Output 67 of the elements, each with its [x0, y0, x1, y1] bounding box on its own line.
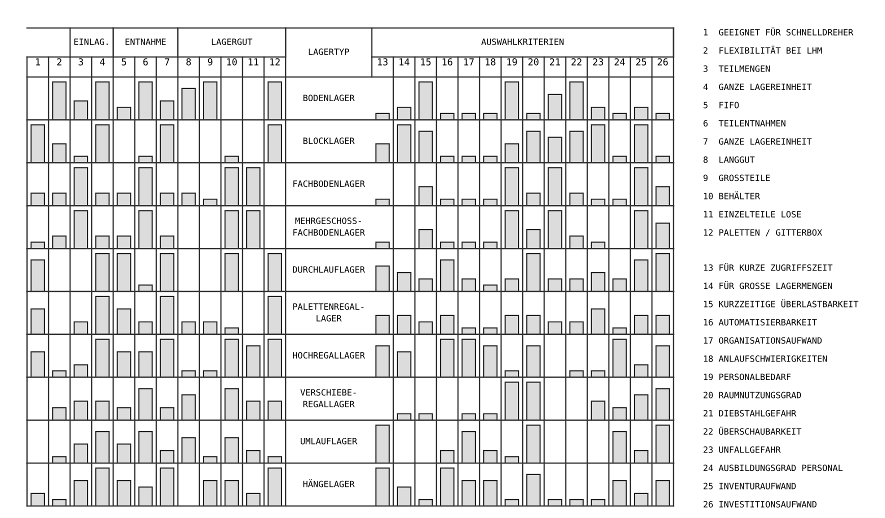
- text: DURCHLAUFLAGER: [292, 266, 365, 273]
- x-tick-label: 8: [186, 58, 191, 66]
- text: 15 KURZZEITIGE ÜBERLASTBARKEIT: [704, 299, 858, 308]
- text: 4 GANZE LAGEREINHEIT: [703, 84, 812, 90]
- text: 14 FÜR GROSSE LAGERMENGEN: [704, 281, 832, 290]
- text: 20 RAUMNUTZUNGSGRAD: [704, 392, 801, 398]
- x-tick-label: 10: [227, 58, 237, 66]
- x-tick-label: 15: [421, 58, 431, 66]
- text: 26 INVESTITIONSAUFWAND: [704, 501, 817, 508]
- x-tick-label: 6: [143, 58, 148, 66]
- x-tick-label: 17: [464, 58, 474, 66]
- text: PALETTENREGAL- LAGER: [293, 303, 364, 322]
- text: 13 FÜR KURZE ZUGRIFFSZEIT: [704, 262, 832, 271]
- x-tick-label: 19: [507, 58, 517, 66]
- text: HÄNGELAGER: [303, 479, 355, 488]
- text: BODENLAGER: [303, 94, 355, 102]
- text: FACHBODENLAGER: [293, 180, 365, 187]
- text: 19 PERSONALBEDARF: [704, 374, 791, 380]
- text: ENTNAHME: [126, 38, 166, 45]
- x-tick-label: 5: [122, 58, 126, 66]
- x-tick-label: 25: [636, 58, 646, 66]
- text: 2 FLEXIBILITÄT BEI LHM: [704, 46, 822, 54]
- text: MEHRGESCHOSS- FACHBODENLAGER: [293, 218, 365, 236]
- text: 3 TEILMENGEN: [704, 65, 770, 72]
- text: 5 FIFO: [704, 102, 739, 108]
- x-tick-label: 1: [36, 58, 40, 66]
- text: 11 EINZELTEILE LOSE: [704, 211, 801, 218]
- text: UMLAUFLAGER: [300, 438, 358, 444]
- x-tick-label: 16: [442, 58, 452, 66]
- text: LAGERTYP: [308, 48, 350, 56]
- x-tick-label: 24: [614, 58, 625, 66]
- text: 23 UNFALLGEFAHR: [704, 446, 781, 453]
- text: EINLAG.: [74, 38, 108, 46]
- text: 10 BEHÄLTER: [704, 191, 760, 200]
- x-tick-label: 18: [486, 58, 496, 66]
- x-tick-label: 2: [57, 58, 62, 66]
- x-tick-label: 20: [528, 58, 538, 66]
- text: 16 AUTOMATISIERBARKEIT: [704, 319, 817, 326]
- text: 8 LANGGUT: [704, 156, 755, 163]
- x-tick-label: 11: [248, 58, 258, 66]
- x-tick-label: 4: [100, 58, 105, 66]
- text: 22 ÜBERSCHAUBARKEIT: [704, 426, 802, 435]
- text: 12 PALETTEN / GITTERBOX: [704, 229, 822, 236]
- x-tick-label: 22: [572, 58, 582, 66]
- text: 24 AUSBILDUNGSGRAD PERSONAL: [704, 464, 843, 472]
- text: 17 ORGANISATIONSAUFWAND: [704, 337, 822, 344]
- x-tick-label: 9: [208, 58, 212, 66]
- text: VERSCHIEBE- REGALLAGER: [300, 389, 356, 408]
- x-tick-label: 7: [164, 58, 170, 66]
- text: 25 INVENTURAUFWAND: [704, 482, 796, 490]
- x-tick-label: 3: [78, 58, 84, 66]
- x-tick-label: 14: [400, 58, 410, 66]
- text: 9 GROSSTEILE: [704, 174, 770, 182]
- x-tick-label: 26: [658, 58, 668, 66]
- text: 18 ANLAUFSCHWIERIGKEITEN: [704, 355, 827, 362]
- x-tick-label: 12: [270, 58, 280, 66]
- text: BLOCKLAGER: [303, 138, 355, 144]
- x-tick-label: 13: [378, 58, 388, 66]
- text: 7 GANZE LAGEREINHEIT: [704, 138, 812, 145]
- text: 1 GEEIGNET FÜR SCHNELLDREHER: [704, 28, 854, 36]
- text: 6 TEILENTNAHMEN: [704, 120, 786, 127]
- text: 21 DIEBSTAHLGEFAHR: [704, 410, 796, 417]
- text: HOCHREGALLAGER: [292, 352, 365, 359]
- text: LAGERGUT: [212, 38, 252, 46]
- x-tick-label: 23: [593, 58, 604, 66]
- text: AUSWAHLKRITERIEN: [481, 38, 564, 46]
- x-tick-label: 21: [550, 58, 560, 66]
